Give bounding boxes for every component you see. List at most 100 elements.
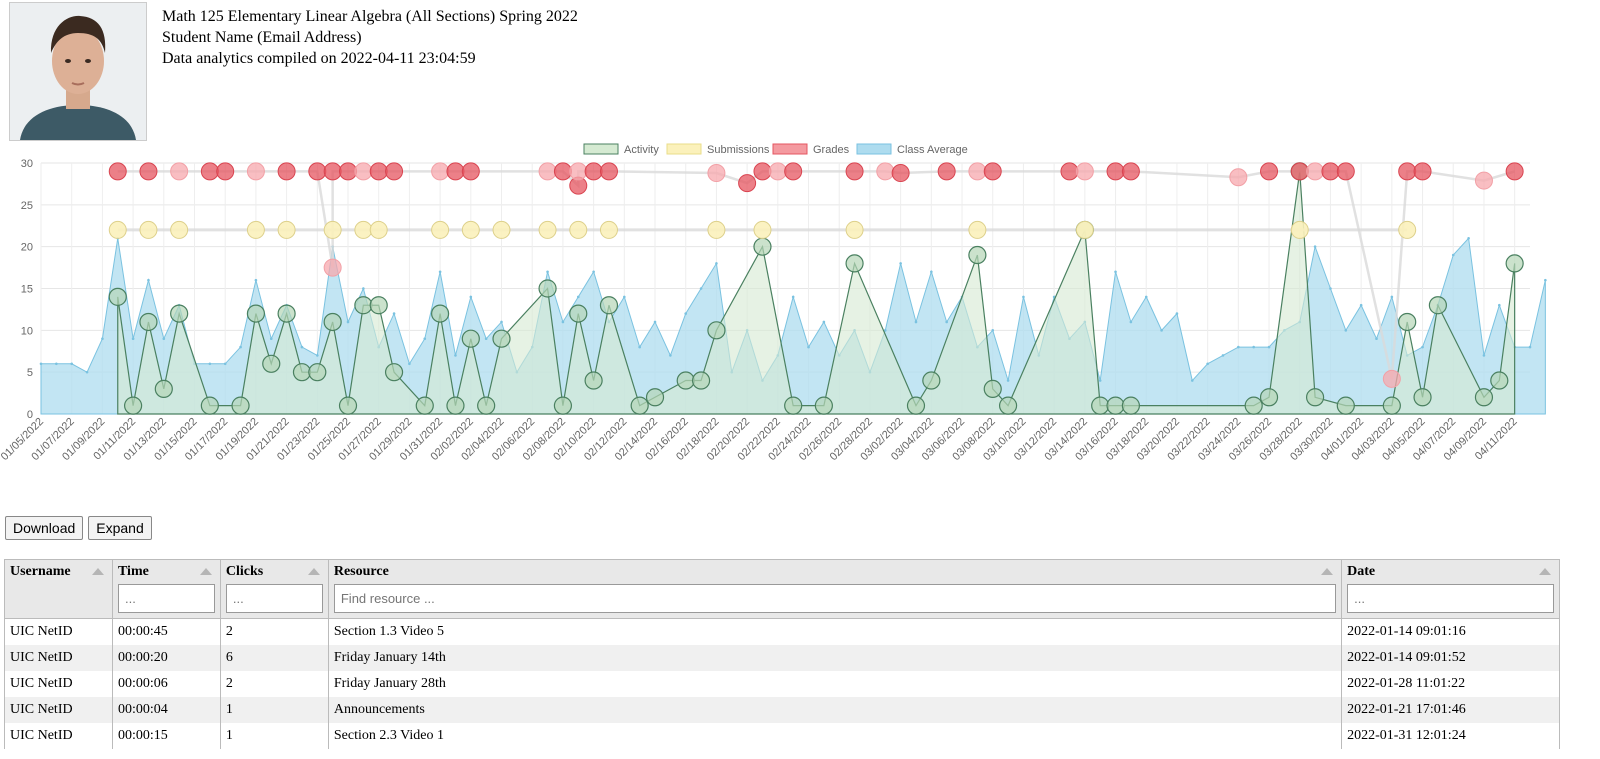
grade-point	[569, 162, 588, 181]
activity-point	[569, 304, 588, 323]
report-header: Math 125 Elementary Linear Algebra (All …	[162, 6, 578, 69]
grade-point	[139, 162, 158, 181]
class-average-point	[1467, 237, 1470, 240]
class-average-point	[899, 262, 902, 265]
class-average-point	[883, 329, 887, 332]
activity-point	[354, 296, 373, 315]
class-average-point	[208, 362, 212, 366]
class-average-point	[1206, 362, 1209, 366]
class-average-point	[55, 362, 58, 366]
sort-arrow-icon[interactable]	[199, 568, 212, 575]
y-tick-label: 30	[21, 158, 33, 170]
submission-point	[569, 220, 588, 239]
activity-point	[338, 396, 358, 415]
class-average-point	[684, 312, 688, 315]
column-header-time[interactable]: Time	[111, 559, 221, 619]
column-header-username[interactable]: Username	[4, 559, 113, 619]
class-average-point	[438, 270, 442, 274]
cell-time: 00:00:45	[111, 618, 221, 645]
resource-filter-input[interactable]	[333, 584, 1337, 613]
grade-point	[170, 162, 189, 181]
clicks-filter-input[interactable]	[225, 584, 323, 613]
sort-arrow-icon[interactable]	[307, 568, 320, 575]
grade-point	[385, 162, 404, 181]
activity-point	[308, 363, 327, 382]
grade-point	[1060, 162, 1079, 181]
table-row[interactable]: UIC NetID 00:00:04 1 Announcements 2022-…	[4, 697, 1560, 723]
class-average-point	[991, 329, 995, 332]
chart-actions: Download Expand	[5, 516, 153, 540]
date-filter-input[interactable]	[1347, 584, 1554, 613]
activity-point	[599, 296, 619, 315]
grade-point	[354, 162, 373, 181]
cell-clicks: 2	[219, 671, 329, 697]
sort-arrow-icon[interactable]	[1321, 568, 1334, 575]
activity-point	[553, 396, 573, 415]
download-button[interactable]: Download	[5, 516, 84, 540]
sort-arrow-icon[interactable]	[91, 568, 104, 575]
column-header-resource[interactable]: Resource	[327, 559, 1343, 619]
class-average-point	[1390, 295, 1394, 299]
class-average-point	[1329, 287, 1332, 290]
class-average-point	[392, 312, 396, 315]
cell-date: 2022-01-14 09:01:52	[1341, 645, 1560, 671]
activity-point	[584, 371, 603, 390]
class-average-point	[638, 345, 641, 349]
submission-point	[246, 220, 265, 239]
activity-point	[415, 396, 434, 415]
activity-point	[277, 304, 296, 323]
table-row[interactable]: UIC NetID 00:00:06 2 Friday January 28th…	[4, 671, 1560, 697]
class-average-point	[561, 320, 565, 324]
class-average-point	[653, 320, 657, 324]
class-average-point	[300, 345, 304, 349]
sort-arrow-icon[interactable]	[1539, 568, 1551, 575]
cell-date: 2022-01-28 11:01:22	[1341, 671, 1560, 697]
class-average-point	[39, 362, 43, 366]
submission-point	[461, 220, 480, 239]
grade-point	[891, 164, 910, 183]
legend-swatch	[856, 143, 892, 155]
class-average-point	[469, 295, 473, 299]
activity-point	[170, 304, 189, 323]
grade-point	[553, 162, 572, 181]
cell-time: 00:00:15	[111, 723, 221, 749]
expand-button[interactable]: Expand	[88, 516, 152, 540]
grade-point	[369, 162, 388, 181]
activity-point	[1398, 312, 1417, 332]
submission-point	[108, 220, 127, 239]
class-average-point	[131, 337, 135, 340]
activity-chart: 05101520253001/05/202201/07/202201/09/20…	[0, 143, 1547, 463]
activity-point	[983, 379, 1002, 398]
cell-resource: Section 1.3 Video 5	[327, 618, 1343, 645]
column-header-clicks[interactable]: Clicks	[219, 559, 329, 619]
activity-point	[231, 396, 250, 415]
class-average-point	[945, 320, 948, 324]
time-filter-input[interactable]	[117, 584, 215, 613]
grade-point	[1398, 162, 1417, 181]
grade-point	[876, 162, 895, 181]
activity-point	[1121, 396, 1140, 415]
activity-point	[784, 396, 803, 415]
submission-point	[277, 220, 296, 239]
class-average-point	[822, 320, 826, 324]
cell-time: 00:00:04	[111, 697, 221, 723]
grade-point	[538, 162, 557, 181]
cell-time: 00:00:20	[111, 645, 221, 671]
class-average-point	[223, 362, 227, 366]
column-header-date[interactable]: Date	[1341, 559, 1560, 619]
submission-point	[707, 220, 726, 239]
class-average-point	[70, 362, 74, 366]
activity-point	[200, 396, 219, 415]
activity-table: Username Time Clicks Resource Date	[4, 559, 1560, 749]
table-row[interactable]: UIC NetID 00:00:20 6 Friday January 14th…	[4, 645, 1560, 671]
class-average-point	[1313, 245, 1317, 248]
class-average-point	[346, 320, 350, 324]
grade-point	[461, 162, 480, 181]
submission-point	[431, 220, 450, 239]
activity-point	[1091, 396, 1110, 415]
cell-date: 2022-01-21 17:01:46	[1341, 697, 1560, 723]
table-row[interactable]: UIC NetID 00:00:45 2 Section 1.3 Video 5…	[4, 618, 1560, 645]
table-row[interactable]: UIC NetID 00:00:15 1 Section 2.3 Video 1…	[4, 723, 1560, 749]
grade-point	[216, 162, 235, 181]
legend-label: Submissions	[707, 144, 770, 156]
